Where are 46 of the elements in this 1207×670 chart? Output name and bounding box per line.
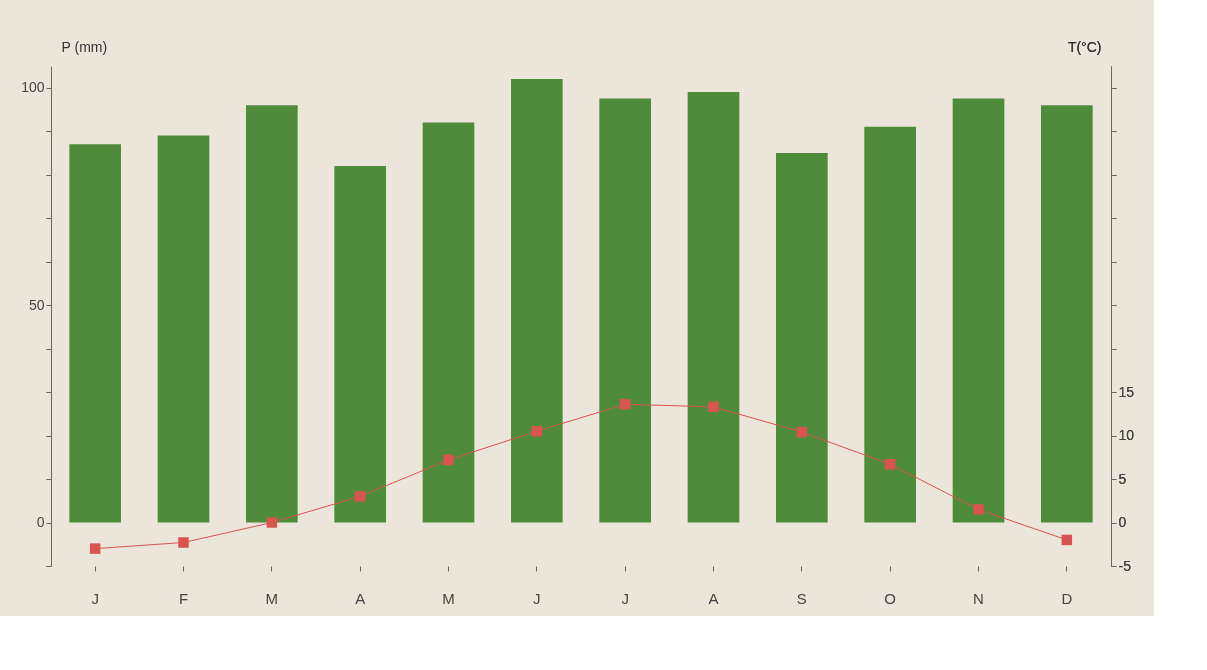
point [443,454,454,466]
point [1061,534,1073,546]
bar [1041,105,1093,523]
point [796,426,808,438]
bar [334,166,386,523]
bar [69,144,121,523]
bar [599,98,651,523]
bar [952,98,1005,523]
x-tick-label: N [973,589,984,607]
x-tick-label: A [708,589,719,607]
bar [776,152,828,523]
bar [157,135,210,523]
point [354,491,366,502]
y2-tick-label: 15 [1118,383,1135,400]
bar [246,105,298,523]
point [89,543,101,554]
bar [687,92,740,523]
x-tick-label: M [265,589,279,607]
bar [864,126,916,523]
bar [511,79,563,523]
x-tick-label: S [796,589,807,607]
y-axis-title: P (mm) [61,38,108,55]
x-tick-label: J [91,589,99,607]
point [884,459,896,470]
point [619,399,631,410]
y2-tick-label: 10 [1118,427,1135,444]
y2-tick-label: 0 [1118,514,1127,531]
point [531,425,543,437]
y-tick-label: 50 [28,296,45,313]
x-tick-label: A [355,589,366,607]
point [973,504,984,515]
x-tick-label: M [442,589,455,607]
x-tick-label: J [621,589,629,607]
point [178,537,189,548]
x-tick-label: D [1061,589,1073,607]
y2-tick-label: -5 [1118,557,1132,574]
y2-axis-title: T(°C) [1067,38,1102,55]
y2-tick-label: 5 [1118,470,1127,487]
y-tick-label: 0 [36,514,45,531]
point [708,401,719,413]
x-tick-label: F [178,589,189,607]
bar [422,122,475,523]
x-tick-label: O [884,589,896,607]
y-tick-label: 100 [21,79,45,96]
x-tick-label: J [533,589,541,607]
point [266,517,278,528]
